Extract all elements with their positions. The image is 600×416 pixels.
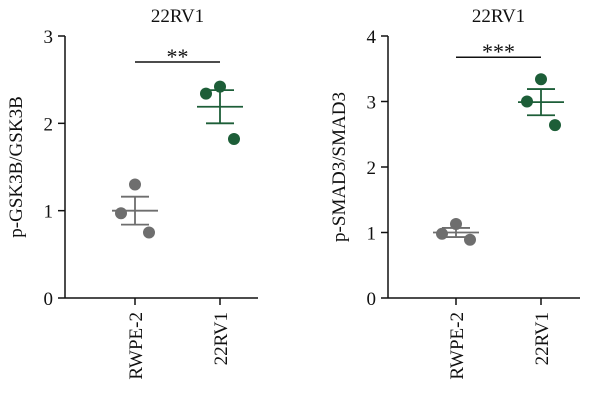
data-point [464, 233, 476, 246]
data-point [436, 227, 448, 240]
x-tick-label: RWPE-2 [447, 312, 468, 380]
y-tick-label: 1 [367, 224, 377, 245]
data-point [143, 226, 155, 239]
significance-label: *** [482, 39, 515, 64]
y-axis-label: p-GSK3B/GSK3B [6, 96, 27, 237]
data-point [115, 207, 127, 220]
x-tick-label: 22RV1 [211, 312, 232, 365]
y-tick-label: 4 [367, 27, 377, 48]
data-point [228, 133, 240, 146]
data-point [129, 178, 141, 191]
y-axis-label: p-SMAD3/SMAD3 [329, 92, 350, 242]
data-point [450, 217, 462, 230]
y-tick-label: 0 [44, 289, 54, 310]
x-tick-label: 22RV1 [532, 312, 553, 365]
data-point [535, 73, 547, 86]
chart-title: 22RV1 [472, 6, 525, 27]
y-tick-label: 2 [367, 158, 377, 179]
significance-label: ** [167, 44, 189, 69]
y-tick-label: 3 [367, 93, 377, 114]
y-tick-label: 0 [367, 289, 377, 310]
y-tick-label: 2 [44, 114, 54, 135]
y-tick-label: 3 [44, 27, 54, 48]
chart-title: 22RV1 [151, 6, 204, 27]
y-tick-label: 1 [44, 202, 54, 223]
data-point [549, 119, 561, 132]
x-tick-label: RWPE-2 [126, 312, 147, 380]
